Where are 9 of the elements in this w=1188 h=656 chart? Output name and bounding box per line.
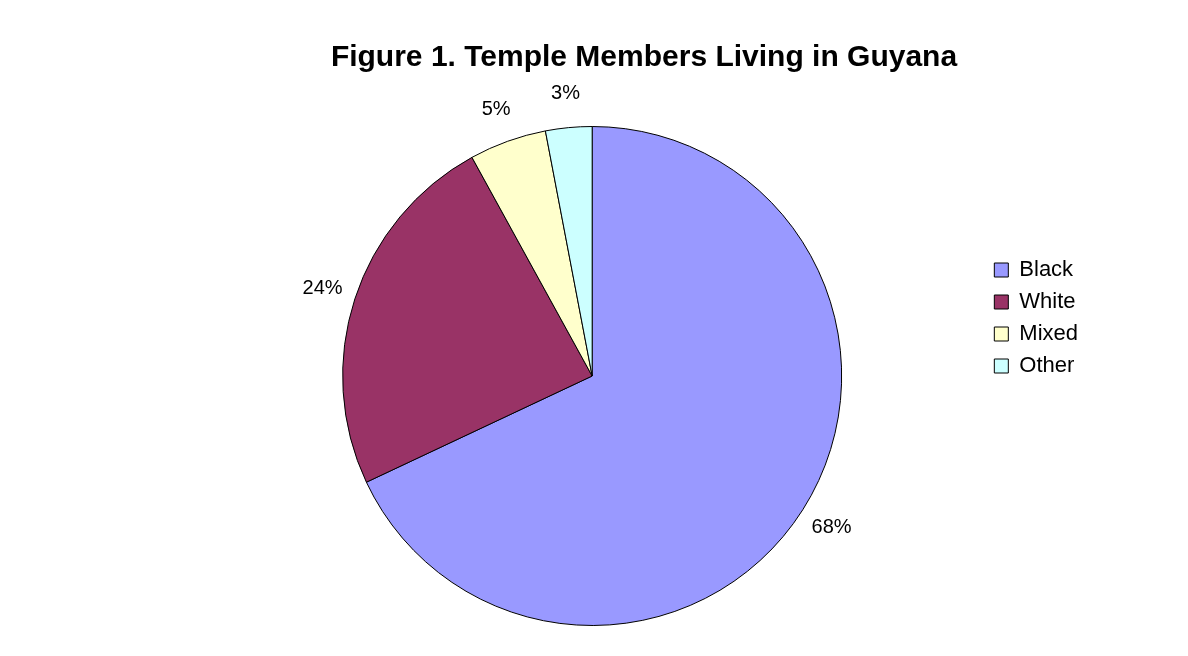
legend-label: Mixed xyxy=(1019,320,1078,346)
legend-label: Other xyxy=(1019,352,1075,378)
legend-label: Black xyxy=(1019,256,1075,282)
data-label: 3% xyxy=(551,81,581,104)
legend-label: White xyxy=(1019,288,1076,314)
data-label: 68% xyxy=(811,515,852,538)
chart-title: Figure 1. Temple Members Living in Guyana xyxy=(330,39,958,73)
data-label: 24% xyxy=(302,275,343,298)
data-label: 5% xyxy=(481,96,511,119)
